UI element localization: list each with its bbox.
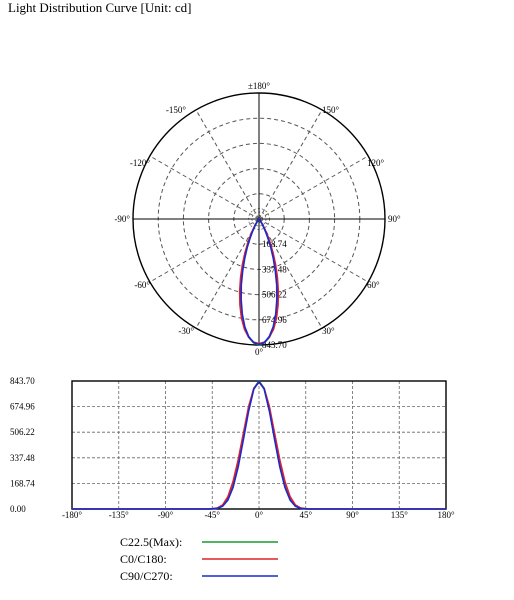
line-y-tick-label: 674.96 (10, 402, 35, 412)
line-x-tick-label: -135° (109, 510, 129, 520)
polar-spoke (149, 218, 260, 283)
polar-angle-label: -150° (166, 105, 186, 115)
line-x-tick-label: 135° (391, 510, 409, 520)
polar-angle-label: 90° (388, 214, 401, 224)
line-x-tick-label: 90° (346, 510, 359, 520)
line-series-c22-5-max (72, 379, 446, 510)
polar-angle-label: 120° (367, 158, 385, 168)
polar-angle-label: 0° (255, 347, 264, 357)
polar-spoke (258, 155, 369, 220)
polar-chart: ±180° 0° -150° 150° -120° 120° -90° 90° -60° 60° -… (114, 81, 401, 357)
polar-angle-label: 60° (367, 280, 380, 290)
line-x-tick-label: 180° (437, 510, 455, 520)
polar-radial-label: 168.74 (262, 239, 287, 249)
polar-radial-label: 843.70 (262, 340, 287, 350)
polar-spoke (258, 109, 323, 220)
polar-spoke (258, 218, 323, 329)
legend-label-c0-c180: C0/C180: (120, 552, 167, 566)
polar-spoke (195, 109, 260, 220)
polar-series-c90-c270 (240, 217, 278, 346)
line-x-tick-label: -180° (62, 510, 82, 520)
line-x-tick-label: 0° (255, 510, 264, 520)
legend-label-c22-5-max: C22.5(Max): (120, 535, 182, 549)
polar-angle-label: -30° (178, 326, 194, 336)
legend-label-c90-c270: C90/C270: (120, 569, 173, 583)
line-series-c90-c270 (72, 380, 446, 510)
line-chart: 843.70 674.96 506.22 337.48 168.74 0.00 -180° -… (10, 376, 455, 520)
polar-angle-label: -120° (130, 158, 150, 168)
line-y-tick-label: 0.00 (10, 504, 26, 514)
line-x-tick-label: 45° (299, 510, 312, 520)
line-x-tick-label: -45° (204, 510, 220, 520)
line-y-tick-label: 843.70 (10, 376, 35, 386)
polar-angle-label: ±180° (248, 81, 270, 91)
line-y-tick-label: 506.22 (10, 427, 35, 437)
line-x-tick-label: -90° (158, 510, 174, 520)
polar-radial-label: 506.22 (262, 290, 287, 300)
polar-angle-label: -60° (134, 280, 150, 290)
polar-angle-label: 150° (322, 105, 340, 115)
polar-spoke (195, 218, 260, 329)
line-y-tick-label: 337.48 (10, 453, 35, 463)
polar-spoke (149, 155, 260, 220)
line-y-tick-label: 168.74 (10, 478, 35, 488)
page-title: Light Distribution Curve [Unit: cd] (8, 0, 192, 15)
polar-spoke (258, 218, 369, 283)
polar-angle-label: -90° (114, 214, 130, 224)
legend: C22.5(Max): C0/C180: C90/C270: (120, 535, 278, 583)
line-plot-frame (71, 380, 447, 510)
polar-angle-label: 30° (322, 326, 335, 336)
